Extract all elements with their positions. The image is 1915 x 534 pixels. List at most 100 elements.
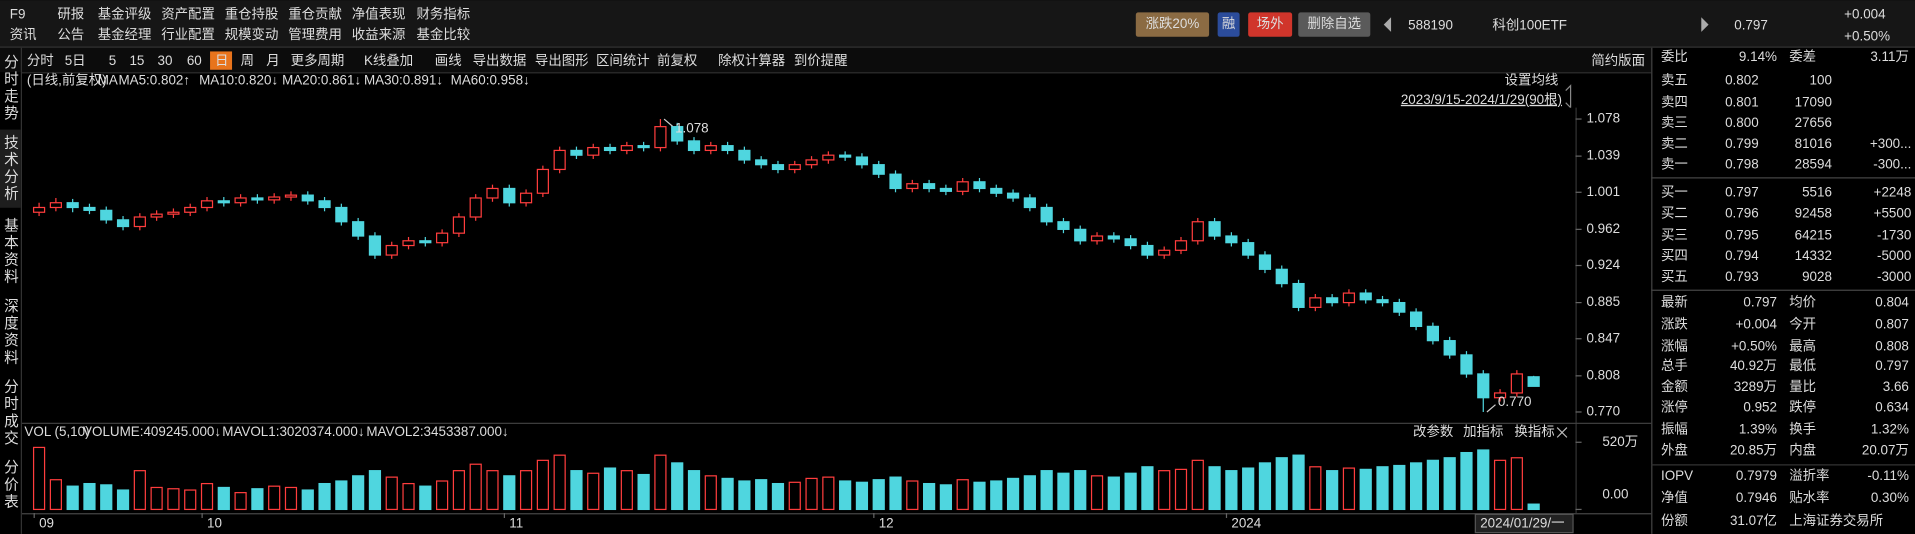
vol-button[interactable]: 加指标 (1463, 424, 1503, 439)
toolbar-item[interactable]: 月 (266, 53, 279, 68)
toolbar-item[interactable]: 前复权 (657, 52, 697, 68)
menu-item[interactable]: 规模变动 (225, 27, 279, 42)
stat-label: 涨跌 (1661, 317, 1688, 332)
toolbar-item[interactable]: 区间统计 (596, 53, 650, 68)
stat-label: 最高 (1789, 338, 1816, 354)
toolbar-item[interactable]: 更多周期 (291, 52, 345, 68)
candle-body (855, 156, 869, 166)
volume-bar (721, 477, 734, 511)
book-label: 买一 (1661, 185, 1688, 200)
candle-body (1477, 373, 1490, 399)
menu-item[interactable]: 重仓持股 (225, 6, 279, 21)
book-change: -1730 (1877, 227, 1911, 242)
header-button[interactable] (1248, 12, 1293, 37)
toolbar-item[interactable]: 画线 (435, 53, 462, 68)
stat-value: 0.7946 (1736, 490, 1777, 505)
book-change: +2248 (1874, 185, 1912, 200)
y-tick-label: 0.962 (1586, 221, 1620, 236)
menu-item[interactable]: 研报 (57, 6, 84, 21)
toolbar-item[interactable]: K线叠加 (364, 53, 413, 68)
stat-label: 最新 (1661, 295, 1688, 310)
candle-body (603, 146, 617, 152)
volume-bar (301, 489, 314, 511)
ma-legend: MA30:0.891↓ (364, 72, 443, 87)
menu-item[interactable]: 公告 (57, 27, 84, 42)
menu-item[interactable]: 重仓贡献 (288, 6, 342, 21)
volume-bar (150, 486, 163, 511)
candle-body (66, 202, 79, 209)
vol-legend: VOLUME:409245.000↓ (83, 424, 221, 439)
y-tick-label: 520万 (1602, 434, 1638, 449)
book-label: 卖一 (1661, 157, 1688, 172)
book-price: 0.794 (1725, 248, 1759, 263)
side-tab[interactable]: 基本资料 (2, 217, 18, 285)
candle-body (116, 219, 130, 228)
candle-body (251, 197, 264, 201)
volume-bar (352, 475, 365, 511)
next-arrow[interactable] (1701, 17, 1709, 32)
toolbar-item[interactable]: 简约版面 (1591, 52, 1645, 68)
header-button-label[interactable]: 删除自选 (1307, 16, 1361, 31)
header-button-label[interactable]: 融 (1222, 16, 1235, 31)
menu-item[interactable]: 收益来源 (352, 27, 406, 42)
toolbar-item[interactable]: 5 (109, 53, 116, 68)
side-tab[interactable]: 分时成交 (2, 379, 18, 447)
toolbar-item[interactable]: 30 (158, 53, 173, 68)
menu-item[interactable]: 净值表现 (352, 6, 406, 21)
volume-bar (1426, 459, 1439, 511)
header-button[interactable] (1298, 12, 1371, 37)
candle-body (1376, 299, 1389, 304)
toolbar-item[interactable]: 分时 (27, 53, 54, 68)
vol-button[interactable]: 改参数 (1413, 423, 1454, 439)
menu-item[interactable]: 行业配置 (161, 27, 215, 42)
prev-arrow[interactable] (1383, 17, 1392, 32)
toolbar-item[interactable]: 5日 (65, 53, 86, 68)
scroll-icon[interactable] (1565, 84, 1572, 109)
toolbar-item[interactable]: 日 (215, 53, 228, 68)
header-button-label[interactable]: 涨跌20% (1146, 16, 1200, 31)
volume-bar (436, 480, 449, 511)
toolbar-item[interactable]: 15 (129, 53, 144, 68)
toolbar-item[interactable]: 除权计算器 (718, 52, 786, 68)
toolbar-active[interactable] (210, 51, 233, 70)
close-icon[interactable] (1556, 427, 1568, 438)
ma-setting[interactable]: 设置均线 (1505, 72, 1559, 87)
menu-item[interactable]: 基金比较 (416, 26, 470, 42)
header-button[interactable] (1135, 12, 1210, 37)
menu-item[interactable]: 财务指标 (416, 6, 470, 21)
candle-body (1225, 235, 1238, 244)
candle-body (167, 211, 180, 215)
toolbar-item[interactable]: 到价提醒 (794, 53, 848, 68)
stat-label: 份额 (1661, 513, 1688, 528)
menu-item[interactable]: 管理费用 (288, 27, 342, 42)
candle-body (352, 221, 365, 237)
menu-item[interactable]: 基金评级 (98, 5, 152, 21)
volume-bar (167, 488, 180, 511)
header-button-label[interactable]: 场外 (1257, 16, 1284, 31)
ma-legend: (日线,前复权) (27, 71, 107, 87)
side-tab[interactable]: 分价表 (2, 459, 18, 510)
menu-item[interactable]: 资产配置 (161, 6, 215, 21)
header-button[interactable] (1217, 12, 1240, 37)
last-price: 0.797 (1734, 17, 1768, 32)
stat-value: 上海证券交易所 (1789, 512, 1883, 528)
menu-item[interactable]: F9 (10, 6, 26, 21)
menu-item[interactable]: 基金经理 (98, 26, 152, 42)
toolbar-item[interactable]: 导出数据 (473, 53, 527, 68)
book-label: 卖二 (1661, 136, 1688, 151)
volume-bar (603, 467, 617, 511)
toolbar-item[interactable]: 导出图形 (535, 53, 589, 68)
book-price: 0.798 (1725, 157, 1759, 172)
high-annotation: 1.078 (675, 120, 709, 135)
candle-body (184, 206, 197, 213)
stat-value: 0.808 (1875, 339, 1909, 354)
side-tab[interactable]: 技术分析 (2, 134, 18, 202)
menu-item[interactable]: 资讯 (10, 27, 37, 42)
vol-button[interactable]: 换指标 (1514, 424, 1554, 439)
volume-bar (805, 477, 818, 511)
toolbar-item[interactable]: 60 (187, 53, 202, 68)
toolbar-item[interactable]: 周 (241, 53, 254, 68)
side-tab[interactable]: 深度资料 (2, 298, 18, 366)
side-tab[interactable]: 分时走势 (2, 54, 18, 122)
candle-body (1174, 240, 1188, 251)
